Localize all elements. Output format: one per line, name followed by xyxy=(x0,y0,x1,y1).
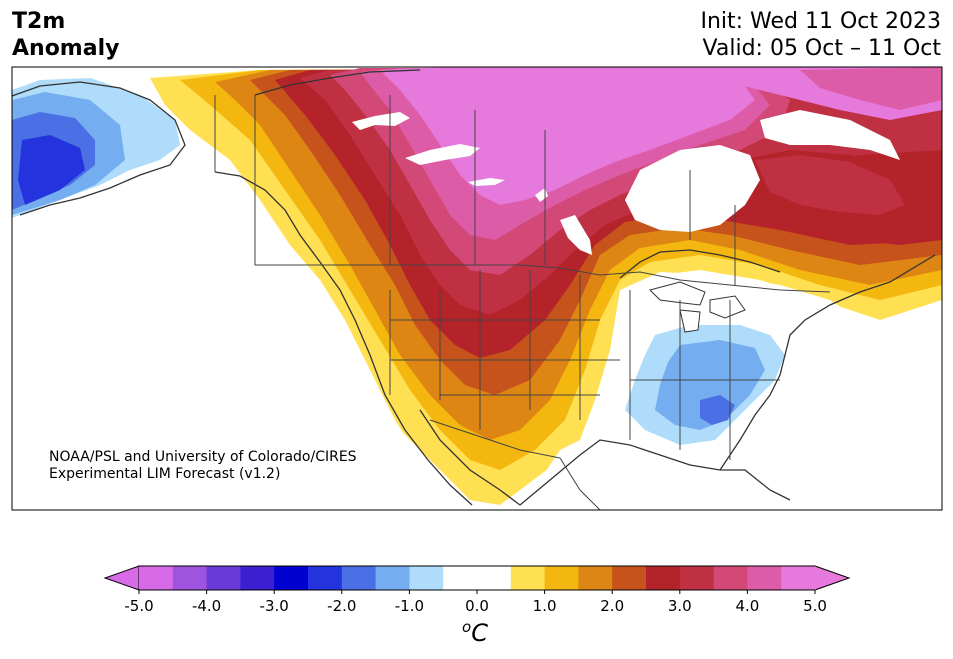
colorbar-tick-label: -3.0 xyxy=(260,597,289,615)
map-title: T2m Anomaly xyxy=(12,8,119,62)
colorbar-extend-low xyxy=(103,565,140,591)
east-us-cool-mid xyxy=(655,340,765,430)
credit-line-1: NOAA/PSL and University of Colorado/CIRE… xyxy=(49,449,357,465)
colorbar-tick-label: 1.0 xyxy=(533,597,557,615)
colorbar-segment xyxy=(679,566,715,590)
gulf-of-mexico xyxy=(520,320,942,510)
colorbar-segment xyxy=(477,566,512,590)
init-date: Init: Wed 11 Oct 2023 xyxy=(700,9,941,34)
unit-symbol: C xyxy=(471,619,488,647)
forecast-dates: Init: Wed 11 Oct 2023 Valid: 05 Oct – 11… xyxy=(700,8,941,62)
colorbar-segment xyxy=(308,566,343,590)
great-lakes xyxy=(649,281,746,333)
lake-winnipeg xyxy=(560,215,592,255)
map-frame xyxy=(11,66,943,511)
colorbar-extend-high xyxy=(814,565,851,591)
colorbar-segment xyxy=(781,566,816,590)
colorbar-segment xyxy=(646,566,681,590)
colorbar-segment xyxy=(443,566,478,590)
colorbar-segment xyxy=(139,566,174,590)
labrador-sea xyxy=(760,110,900,160)
colorbar-segment xyxy=(713,566,748,590)
unit-degree: o xyxy=(462,618,472,636)
colorbar-segment xyxy=(747,566,782,590)
east-canada-warm-crimson xyxy=(755,155,905,215)
colorbar-tick-label: 0.0 xyxy=(465,597,489,615)
great-bear-lake xyxy=(352,112,410,130)
colorbar-tick-label: 3.0 xyxy=(668,597,692,615)
colorbar-segment xyxy=(274,566,309,590)
colorbar-segment xyxy=(172,566,208,590)
east-us-cool-strong xyxy=(700,395,735,425)
colorbar-tick-label: 4.0 xyxy=(735,597,759,615)
map-fields xyxy=(12,67,942,510)
colorbar-segment xyxy=(544,566,579,590)
coastlines xyxy=(12,69,936,506)
pacific-ocean xyxy=(12,170,470,510)
arctic-warm-rose xyxy=(800,67,942,110)
colorbar-ticks: -5.0 -4.0 -3.0 -2.0 -1.0 0.0 1.0 2.0 3.0 4.0 5.0 xyxy=(124,590,827,615)
colorbar-segment xyxy=(375,566,410,590)
warm-magenta xyxy=(380,67,755,205)
colorbar-segment xyxy=(612,566,647,590)
title-line-1: T2m xyxy=(12,9,66,34)
colorbar-tick-label: 2.0 xyxy=(600,597,624,615)
title-line-2: Anomaly xyxy=(12,36,120,61)
colorbar-tick-label: -5.0 xyxy=(124,597,153,615)
colorbar-segments xyxy=(103,565,851,591)
hudson-bay xyxy=(625,145,760,232)
colorbar-segment xyxy=(578,566,613,590)
colorbar-unit: oC xyxy=(462,618,488,647)
valid-range: Valid: 05 Oct – 11 Oct xyxy=(702,36,941,61)
colorbar-segment xyxy=(409,566,444,590)
colorbar-segment xyxy=(510,566,546,590)
credit: NOAA/PSL and University of Colorado/CIRE… xyxy=(49,449,357,483)
political-borders xyxy=(214,95,831,510)
colorbar-tick-label: -2.0 xyxy=(327,597,356,615)
colorbar-tick-label: 5.0 xyxy=(803,597,827,615)
great-slave-lake xyxy=(405,144,480,165)
colorbar-tick-label: -1.0 xyxy=(395,597,424,615)
colorbar-segment xyxy=(240,566,275,590)
lake-athabasca xyxy=(468,178,505,186)
credit-line-2: Experimental LIM Forecast (v1.2) xyxy=(49,466,281,482)
colorbar-segment xyxy=(206,566,241,590)
alaska-cold-core xyxy=(18,135,85,205)
colorbar-segment xyxy=(341,566,377,590)
colorbar-tick-label: -4.0 xyxy=(192,597,221,615)
